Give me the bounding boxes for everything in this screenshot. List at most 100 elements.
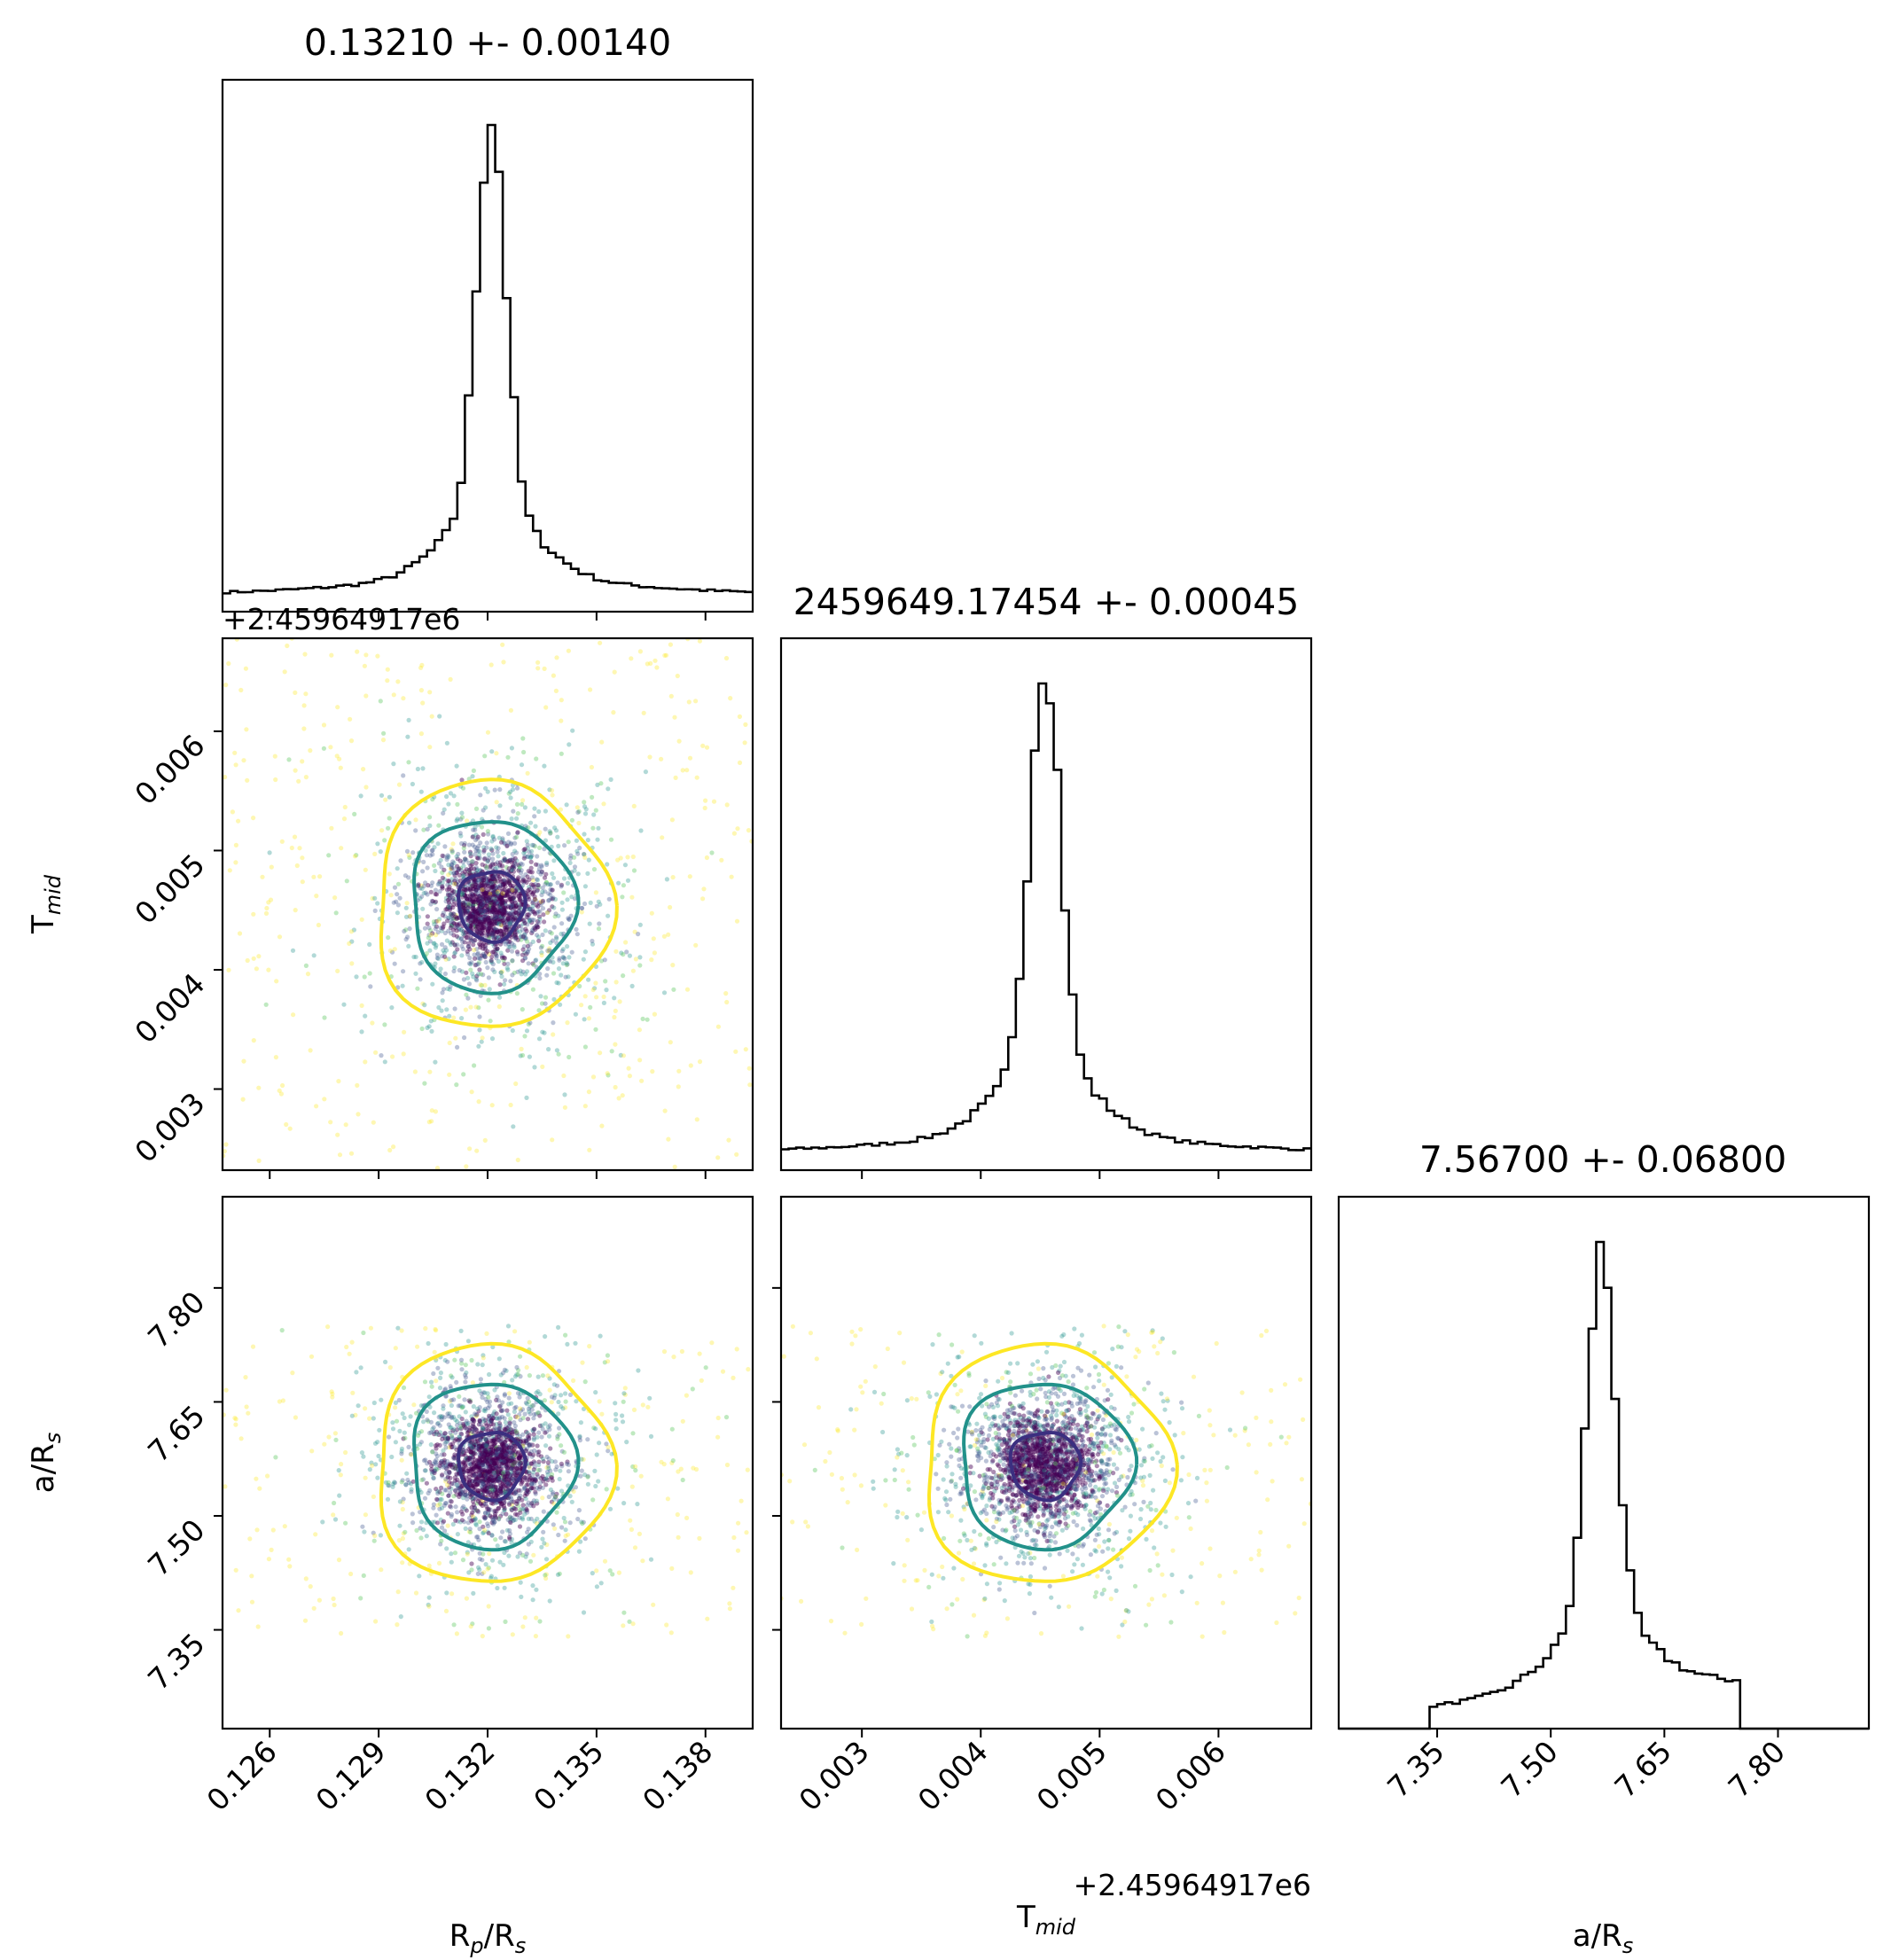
- scatter-point: [515, 1436, 521, 1441]
- scatter-point: [510, 885, 515, 891]
- scatter-point: [574, 838, 580, 843]
- scatter-point: [565, 944, 570, 949]
- scatter-point: [585, 1474, 590, 1480]
- scatter-point: [627, 1074, 633, 1079]
- scatter-point: [619, 950, 624, 956]
- scatter-point: [630, 1621, 636, 1627]
- scatter-point: [535, 1485, 540, 1491]
- scatter-point: [512, 1329, 518, 1334]
- scatter-point: [645, 661, 650, 667]
- scatter-point: [282, 1524, 287, 1529]
- scatter-point: [474, 978, 480, 983]
- scatter-point: [475, 897, 481, 902]
- scatter-point: [292, 834, 298, 839]
- scatter-point: [467, 1462, 473, 1467]
- scatter-point: [494, 952, 499, 957]
- scatter-point: [468, 918, 473, 924]
- scatter-point: [379, 1397, 384, 1402]
- scatter-point: [563, 1399, 568, 1404]
- scatter-point: [487, 895, 493, 901]
- scatter-point: [501, 900, 506, 905]
- scatter-point: [489, 876, 495, 881]
- scatter-point: [495, 902, 500, 907]
- scatter-point: [465, 1455, 471, 1461]
- scatter-point: [507, 894, 512, 900]
- scatter-point: [503, 905, 508, 911]
- scatter-point: [500, 911, 505, 917]
- scatter-point: [465, 886, 471, 892]
- scatter-point: [559, 1443, 564, 1449]
- scatter-point: [445, 986, 450, 991]
- scatter-point: [454, 854, 459, 859]
- scatter-point: [505, 1429, 511, 1434]
- scatter-point: [530, 1442, 535, 1448]
- scatter-point: [471, 919, 476, 925]
- scatter-point: [498, 896, 504, 902]
- scatter-point: [532, 1479, 537, 1484]
- scatter-point: [506, 1424, 512, 1430]
- scatter-point: [496, 1517, 502, 1522]
- scatter-point: [505, 916, 511, 921]
- scatter-point: [449, 1511, 455, 1517]
- scatter-point: [486, 907, 492, 912]
- scatter-point: [486, 932, 491, 937]
- scatter-point: [522, 1034, 528, 1039]
- scatter-point: [296, 778, 301, 784]
- scatter-point: [418, 1429, 425, 1434]
- scatter-point: [505, 754, 511, 760]
- scatter-point: [372, 1441, 379, 1446]
- scatter-point: [473, 878, 478, 883]
- scatter-point: [606, 1073, 611, 1078]
- scatter-point: [480, 924, 485, 929]
- scatter-point: [591, 812, 597, 817]
- scatter-point: [512, 890, 517, 895]
- scatter-point: [496, 1464, 502, 1469]
- scatter-point: [515, 902, 520, 908]
- scatter-point: [690, 1386, 695, 1392]
- scatter-point: [427, 1069, 433, 1074]
- scatter-point: [694, 1117, 699, 1122]
- scatter-point: [483, 1437, 488, 1442]
- scatter-point: [514, 991, 520, 996]
- scatter-point: [328, 745, 333, 750]
- scatter-point: [524, 969, 530, 974]
- scatter-point: [417, 1573, 422, 1579]
- scatter-point: [422, 1495, 428, 1501]
- scatter-point: [512, 1464, 518, 1469]
- scatter-point: [487, 878, 492, 884]
- scatter-point: [506, 1445, 512, 1450]
- scatter-point: [595, 782, 600, 788]
- scatter-point: [480, 902, 486, 908]
- scatter-point: [534, 1498, 539, 1503]
- scatter-point: [439, 928, 444, 933]
- scatter-point: [434, 1378, 439, 1384]
- scatter-point: [371, 1416, 376, 1421]
- scatter-point: [476, 910, 481, 916]
- scatter-point: [486, 997, 491, 1003]
- scatter-point: [443, 1445, 449, 1450]
- scatter-point: [551, 1496, 557, 1502]
- scatter-point: [443, 1608, 449, 1613]
- scatter-point: [493, 927, 498, 933]
- scatter-point: [550, 871, 555, 877]
- scatter-point: [637, 1027, 643, 1033]
- scatter-point: [516, 1368, 521, 1373]
- scatter-point: [502, 910, 507, 915]
- scatter-point: [439, 1485, 444, 1490]
- scatter-point: [303, 1576, 309, 1581]
- scatter-point: [506, 858, 512, 863]
- scatter-point: [518, 1053, 523, 1058]
- scatter-point: [502, 1472, 507, 1477]
- scatter-point: [482, 1473, 488, 1479]
- scatter-point: [487, 920, 492, 925]
- scatter-point: [455, 801, 460, 808]
- scatter-point: [531, 918, 536, 923]
- scatter-point: [531, 925, 536, 931]
- scatter-point: [466, 896, 472, 902]
- scatter-point: [452, 950, 457, 956]
- scatter-point: [249, 1573, 254, 1579]
- scatter-point: [509, 1507, 515, 1513]
- scatter-point: [663, 652, 669, 658]
- scatter-point: [465, 1468, 471, 1473]
- scatter-point: [503, 925, 508, 930]
